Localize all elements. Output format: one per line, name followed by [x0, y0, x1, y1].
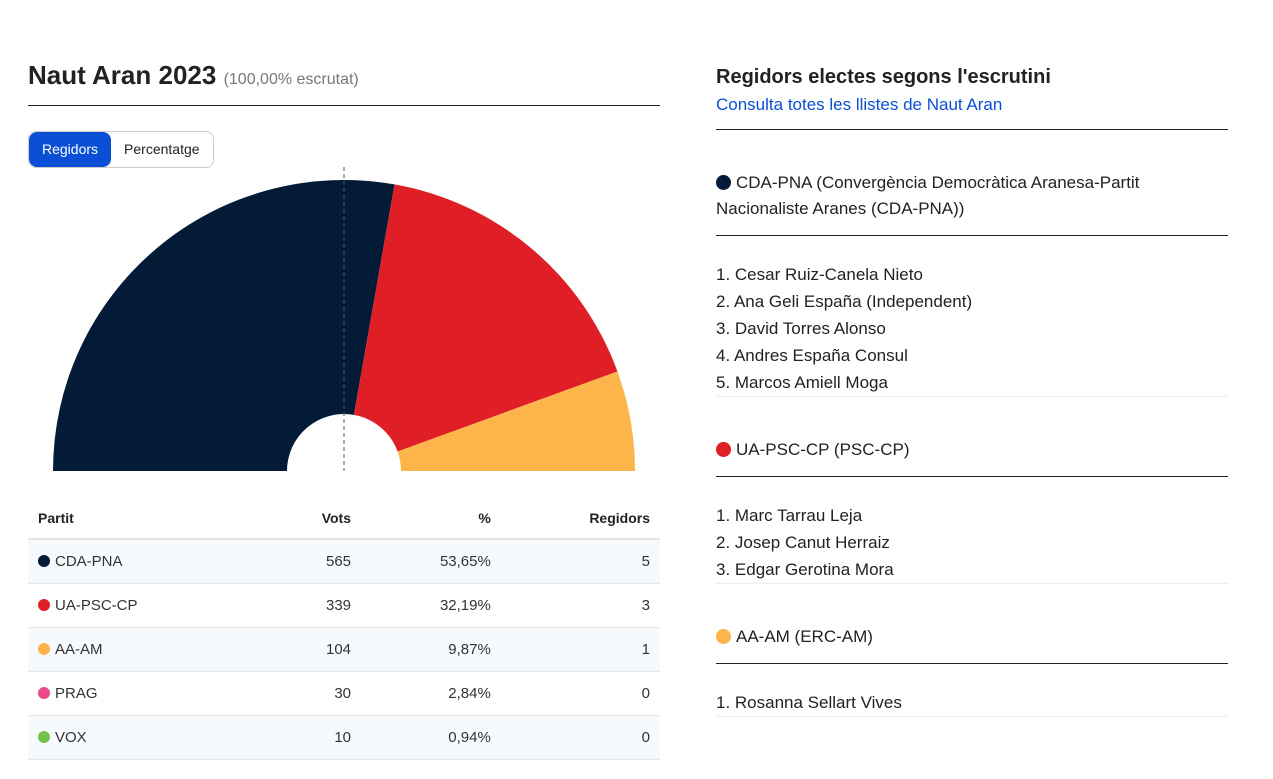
party-cell: CDA-PNA [28, 539, 264, 584]
party-color-dot [38, 686, 50, 699]
votes-cell: 104 [263, 627, 362, 672]
seats-cell: 0 [500, 715, 660, 760]
section-title: Regidors electes segons l'escrutini [716, 66, 1051, 88]
count-status: (100,00% escrutat) [223, 71, 359, 88]
party-name: CDA-PNA [55, 552, 123, 570]
councillor-name: 1. Rosanna Sellart Vives [716, 693, 902, 712]
column-header: Regidors [500, 497, 660, 540]
councillor-name: 2. Ana Geli España (Independent) [716, 292, 973, 311]
results-table: Partit Vots% Regidors CDA-PNA 565 53,65% 5… [28, 497, 660, 760]
party-color-dot [716, 442, 731, 457]
seat-slice-ua-psc-cp[interactable] [353, 184, 618, 452]
party-header: CDA-PNA (Convergència Democràtica Aranes… [716, 130, 1228, 235]
divider [716, 583, 1228, 584]
party-group: UA-PSC-CP (PSC-CP) 1. Marc Tarrau Leja 2.… [716, 397, 1228, 584]
councillor-name: 1. Marc Tarrau Leja [716, 506, 863, 525]
tab-percentatge[interactable]: Percentatge [124, 141, 200, 157]
table-row: AA-AM 104 9,87% 1 [28, 627, 660, 672]
title-text: Naut Aran 2023 [28, 60, 217, 90]
percent-cell: 2,84% [361, 671, 501, 716]
tab-regidors[interactable]: Regidors [29, 132, 112, 167]
results-panel: Naut Aran 2023 (100,00% escrutat) Regido… [28, 60, 660, 760]
party-name: AA-AM [55, 640, 103, 658]
votes-cell: 10 [263, 715, 362, 760]
all-lists-link[interactable]: Consulta totes les llistes de Naut Aran [716, 95, 1003, 114]
party-cell: UA-PSC-CP [28, 583, 264, 628]
seats-cell: 3 [500, 583, 660, 628]
party-name: VOX [55, 728, 87, 746]
party-cell: VOX [28, 715, 264, 760]
percent-cell: 0,94% [361, 715, 501, 760]
divider [716, 235, 1228, 236]
party-label: UA-PSC-CP (PSC-CP) [736, 440, 910, 459]
party-color-dot [38, 730, 50, 743]
councillor-name: 5. Marcos Amiell Moga [716, 373, 888, 392]
party-cell: AA-AM [28, 627, 264, 672]
party-group: CDA-PNA (Convergència Democràtica Aranes… [716, 130, 1228, 397]
divider [716, 716, 1228, 717]
party-color-dot [38, 598, 50, 611]
party-color-dot [716, 629, 731, 644]
table-row: UA-PSC-CP 339 32,19% 3 [28, 583, 660, 628]
party-color-dot [38, 642, 50, 655]
table-row: VOX 10 0,94% 0 [28, 715, 660, 760]
party-color-dot [716, 175, 731, 190]
party-label: CDA-PNA (Convergència Democràtica Aranes… [716, 173, 1140, 218]
party-label: AA-AM (ERC-AM) [736, 627, 873, 646]
seats-chart [53, 167, 635, 472]
table-row: CDA-PNA 565 53,65% 5 [28, 539, 660, 584]
councillor-name: 2. Josep Canut Herraiz [716, 533, 890, 552]
divider [716, 396, 1228, 397]
councillor-list: 1. Marc Tarrau Leja 2. Josep Canut Herrai… [716, 477, 1228, 583]
view-toggle: Regidors Percentatge [28, 131, 214, 168]
column-header: Vots [263, 497, 362, 540]
percent-cell: 9,87% [361, 627, 501, 672]
councillor-name: 3. Edgar Gerotina Mora [716, 560, 894, 579]
table-row: PRAG 30 2,84% 0 [28, 671, 660, 716]
party-cell: PRAG [28, 671, 264, 716]
seat-slice-aa-am[interactable] [397, 371, 635, 471]
party-group: AA-AM (ERC-AM) 1. Rosanna Sellart Vives [716, 584, 1228, 717]
column-header: % [361, 497, 501, 540]
divider [716, 476, 1228, 477]
divider [716, 663, 1228, 664]
elected-panel: Regidors electes segons l'escrutini Cons… [716, 66, 1228, 717]
party-header: UA-PSC-CP (PSC-CP) [716, 397, 1228, 476]
councillor-name: 4. Andres España Consul [716, 346, 908, 365]
column-header: Partit [28, 497, 264, 540]
seats-cell: 5 [500, 539, 660, 584]
votes-cell: 30 [263, 671, 362, 716]
councillor-list: 1. Cesar Ruiz-Canela Nieto 2. Ana Geli Es… [716, 236, 1228, 396]
divider [716, 129, 1228, 130]
seat-slice-cda-pna[interactable] [53, 180, 395, 472]
party-name: PRAG [55, 684, 98, 702]
councillor-list: 1. Rosanna Sellart Vives [716, 664, 1228, 716]
percent-cell: 32,19% [361, 583, 501, 628]
seats-cell: 1 [500, 627, 660, 672]
councillor-name: 1. Cesar Ruiz-Canela Nieto [716, 265, 923, 284]
percent-cell: 53,65% [361, 539, 501, 584]
votes-cell: 339 [263, 583, 362, 628]
councillor-name: 3. David Torres Alonso [716, 319, 886, 338]
votes-cell: 565 [263, 539, 362, 584]
seats-cell: 0 [500, 671, 660, 716]
party-color-dot [38, 554, 50, 567]
party-name: UA-PSC-CP [55, 596, 138, 614]
party-header: AA-AM (ERC-AM) [716, 584, 1228, 663]
page-title: Naut Aran 2023 (100,00% escrutat) [28, 60, 660, 106]
